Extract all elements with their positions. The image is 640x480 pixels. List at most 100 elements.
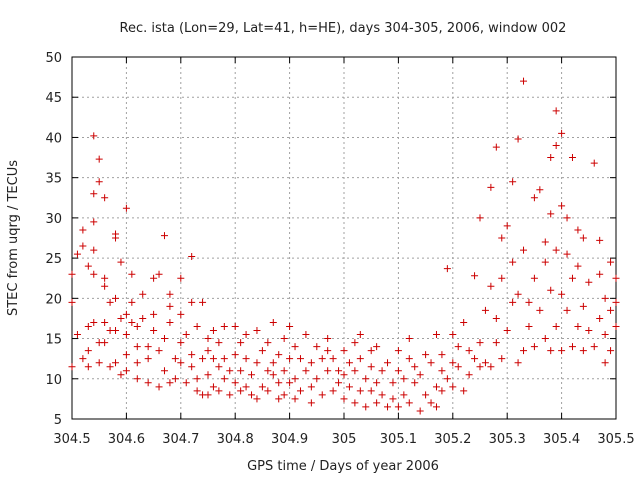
data-point — [335, 367, 343, 375]
data-point — [520, 77, 528, 85]
data-point — [112, 234, 120, 242]
data-point — [579, 347, 587, 355]
data-point — [150, 327, 158, 335]
data-point — [302, 331, 310, 339]
data-point — [204, 335, 212, 343]
data-point — [498, 274, 506, 282]
data-point — [253, 327, 261, 335]
data-point — [612, 322, 620, 330]
data-point — [177, 339, 185, 347]
data-point — [307, 399, 315, 407]
y-tick-label: 15 — [45, 333, 62, 348]
data-point — [182, 379, 190, 387]
data-point — [166, 302, 174, 310]
data-point — [269, 359, 277, 367]
data-point — [460, 387, 468, 395]
data-point — [356, 331, 364, 339]
data-point — [150, 310, 158, 318]
data-point — [400, 375, 408, 383]
data-point — [90, 218, 98, 226]
data-point — [68, 363, 76, 371]
data-point — [177, 310, 185, 318]
x-tick-label: 304.6 — [108, 432, 145, 447]
data-point — [112, 294, 120, 302]
data-point — [536, 186, 544, 194]
data-point — [568, 274, 576, 282]
data-point — [351, 399, 359, 407]
data-point — [237, 387, 245, 395]
grid — [72, 57, 616, 419]
data-point — [411, 379, 419, 387]
y-tick-label: 5 — [54, 413, 62, 428]
data-point — [574, 322, 582, 330]
data-point — [302, 367, 310, 375]
data-point — [476, 363, 484, 371]
data-point — [220, 322, 228, 330]
data-point — [307, 383, 315, 391]
y-tick-label: 35 — [45, 172, 62, 187]
data-point — [90, 270, 98, 278]
data-point — [454, 343, 462, 351]
data-point — [275, 351, 283, 359]
x-tick-label: 305.3 — [489, 432, 526, 447]
data-point — [324, 335, 332, 343]
data-point — [514, 290, 522, 298]
data-point — [541, 238, 549, 246]
data-point — [585, 278, 593, 286]
data-point — [558, 290, 566, 298]
data-point — [101, 282, 109, 290]
y-axis-label: STEC from uqrg / TECUs — [6, 160, 21, 316]
x-tick-label: 304.9 — [271, 432, 308, 447]
data-point — [160, 232, 168, 240]
data-point — [122, 351, 130, 359]
data-point — [427, 359, 435, 367]
data-point — [101, 339, 109, 347]
data-point — [155, 347, 163, 355]
data-point — [607, 306, 615, 314]
data-point — [258, 383, 266, 391]
data-point — [155, 270, 163, 278]
data-point — [204, 391, 212, 399]
data-point — [84, 322, 92, 330]
data-point — [84, 363, 92, 371]
data-point — [492, 143, 500, 151]
data-point — [193, 387, 201, 395]
data-point — [199, 355, 207, 363]
data-point — [449, 359, 457, 367]
data-point — [166, 379, 174, 387]
data-point — [280, 391, 288, 399]
data-point — [449, 383, 457, 391]
data-point — [188, 253, 196, 261]
y-tick-label: 50 — [45, 51, 62, 66]
data-point — [128, 318, 136, 326]
data-point — [541, 258, 549, 266]
data-point — [373, 343, 381, 351]
data-point — [269, 371, 277, 379]
data-point — [215, 363, 223, 371]
data-point — [324, 367, 332, 375]
data-point — [231, 379, 239, 387]
data-point — [242, 355, 250, 363]
data-point — [432, 331, 440, 339]
data-point — [79, 355, 87, 363]
data-point — [253, 359, 261, 367]
data-point — [384, 403, 392, 411]
data-point — [487, 282, 495, 290]
data-point — [525, 322, 533, 330]
data-point — [362, 375, 370, 383]
data-point — [384, 359, 392, 367]
data-point — [558, 202, 566, 210]
x-tick-label: 304.7 — [162, 432, 199, 447]
y-tick-label: 30 — [45, 212, 62, 227]
data-point — [117, 258, 125, 266]
data-point — [90, 132, 98, 140]
data-point — [133, 359, 141, 367]
data-point — [590, 159, 598, 167]
data-point — [264, 367, 272, 375]
data-point — [476, 214, 484, 222]
data-point — [106, 298, 114, 306]
data-point — [373, 399, 381, 407]
data-point — [112, 359, 120, 367]
data-point — [367, 363, 375, 371]
data-point — [405, 335, 413, 343]
